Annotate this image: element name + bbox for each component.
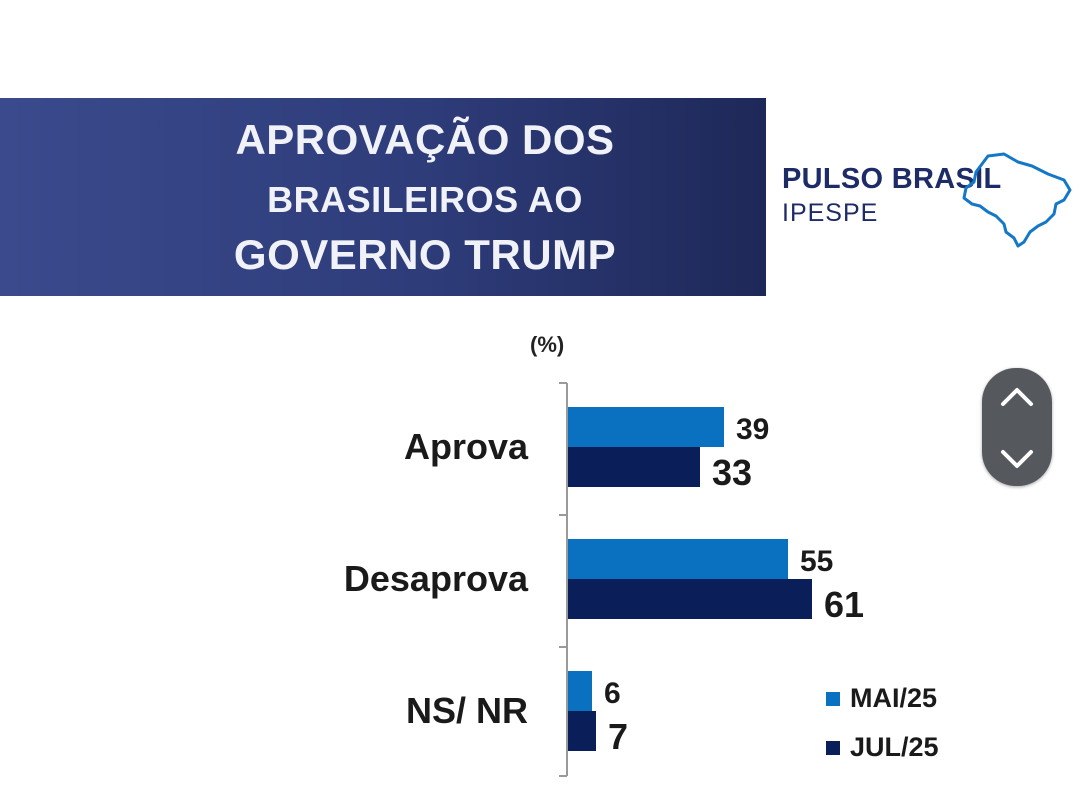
category-label: Aprova — [404, 426, 529, 467]
unit-label: (%) — [530, 332, 565, 357]
data-label: 6 — [604, 677, 621, 710]
title-line-3: GOVERNO TRUMP — [233, 231, 617, 278]
bar-jul — [568, 711, 596, 751]
legend-label: MAI/25 — [850, 683, 937, 713]
data-label: 55 — [800, 545, 833, 578]
data-label: 61 — [824, 584, 864, 625]
legend-swatch — [826, 692, 840, 706]
logo-sub-text: IPESPE — [782, 199, 879, 227]
title-line-2: BRASILEIROS AO — [267, 179, 583, 220]
chevron-down-icon[interactable] — [999, 448, 1035, 472]
bar-mai — [568, 671, 592, 711]
bar-mai — [568, 539, 788, 579]
bar-mai — [568, 407, 724, 447]
brazil-map-outline-icon — [962, 152, 1072, 248]
data-label: 33 — [712, 452, 752, 493]
title-line-1: APROVAÇÃO DOS — [235, 116, 615, 163]
category-label: Desaprova — [344, 558, 529, 599]
legend-label: JUL/25 — [850, 732, 939, 762]
data-label: 7 — [608, 716, 628, 757]
title-banner: APROVAÇÃO DOS BRASILEIROS AO GOVERNO TRU… — [0, 98, 766, 296]
bar-jul — [568, 579, 812, 619]
category-label: NS/ NR — [406, 690, 528, 731]
bar-jul — [568, 447, 700, 487]
legend-swatch — [826, 741, 840, 755]
chevron-up-icon[interactable] — [999, 384, 1035, 408]
pulso-brasil-logo: PULSO BRASIL IPESPE — [780, 150, 1080, 260]
scroll-navigator[interactable] — [982, 368, 1052, 486]
data-label: 39 — [736, 413, 769, 446]
